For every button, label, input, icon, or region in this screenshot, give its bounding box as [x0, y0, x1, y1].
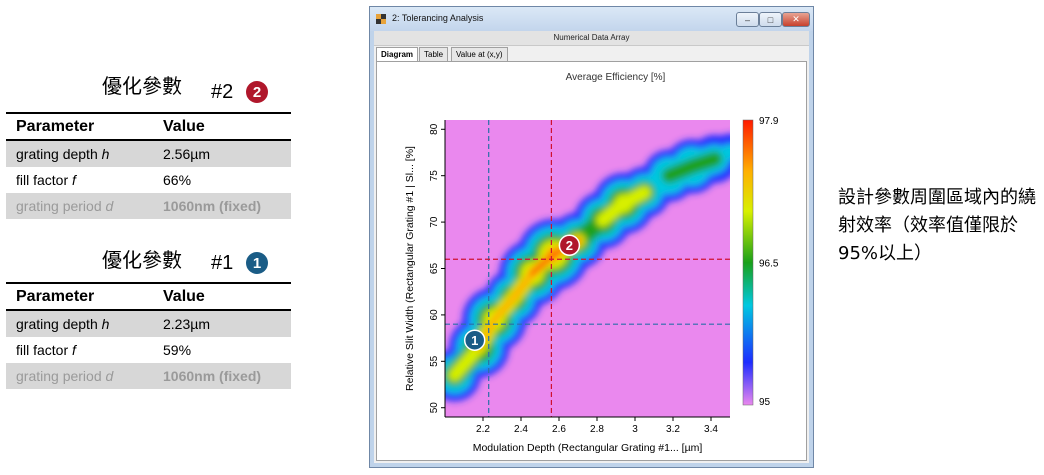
maximize-icon: □: [767, 14, 774, 25]
minimize-icon: –: [744, 14, 750, 25]
x-tick-label: 2.6: [552, 424, 566, 435]
header-parameter: Parameter: [6, 112, 153, 141]
window-client: Numerical Data Array Diagram Table Value…: [374, 31, 809, 463]
colorbar-label: 97.9: [759, 116, 779, 127]
tolerancing-window: 2: Tolerancing Analysis – □ ✕ Numerical …: [369, 6, 814, 468]
table-row: grating period d 1060nm (fixed): [6, 363, 291, 389]
y-tick-label: 65: [429, 263, 440, 275]
marker-label: 2: [566, 238, 573, 253]
table-row: grating period d 1060nm (fixed): [6, 193, 291, 219]
close-icon: ✕: [792, 14, 800, 24]
app-icon: [376, 14, 386, 24]
window-title: 2: Tolerancing Analysis: [392, 13, 484, 23]
param-value: 66%: [163, 172, 192, 188]
marker-label: 1: [471, 333, 478, 348]
table-row: fill factor f 59%: [6, 337, 291, 363]
x-tick-label: 3.2: [666, 424, 680, 435]
param-name: fill factor f: [16, 342, 76, 358]
y-tick-label: 80: [429, 123, 440, 135]
y-axis-label: Relative Slit Width (Rectangular Grating…: [404, 146, 416, 391]
description-note: 設計參數周圍區域內的繞射效率（效率值僅限於95%以上）: [838, 187, 1036, 264]
y-tick-label: 60: [429, 309, 440, 321]
table-row: grating depth h 2.56µm: [6, 140, 291, 167]
x-tick-label: 2.2: [476, 424, 490, 435]
x-tick-label: 2.8: [590, 424, 604, 435]
chart-title: Average Efficiency [%]: [566, 72, 666, 83]
colorbar-label: 96.5: [759, 259, 779, 270]
maximize-button[interactable]: □: [759, 12, 782, 27]
header-parameter: Parameter: [6, 282, 153, 311]
param-value: 2.23µm: [153, 310, 291, 337]
x-tick-label: 3.4: [704, 424, 718, 435]
heatmap-band: [530, 252, 556, 276]
colorbar-label: 95: [759, 397, 771, 408]
param-name: grating depth h: [6, 310, 153, 337]
x-tick-label: 2.4: [514, 424, 528, 435]
minimize-button[interactable]: –: [736, 12, 759, 27]
close-button[interactable]: ✕: [782, 12, 810, 27]
param-name: grating period d: [6, 193, 153, 219]
param-name: fill factor f: [16, 172, 76, 188]
panel-number: #1: [211, 252, 234, 274]
heatmap-peak: [550, 251, 556, 258]
window-titlebar[interactable]: 2: Tolerancing Analysis – □ ✕: [370, 7, 813, 31]
heatmap-band: [490, 294, 518, 324]
y-tick-label: 50: [429, 402, 440, 414]
y-tick-label: 55: [429, 355, 440, 367]
panel-number: #2: [211, 81, 234, 103]
heatmap-peak: [614, 194, 633, 213]
heatmap-layer: [445, 133, 730, 402]
table-row: fill factor f 66%: [6, 167, 291, 193]
param-table-2: Parameter Value grating depth h 2.56µm f…: [6, 112, 291, 219]
x-tick-label: 3: [632, 424, 638, 435]
panel-heading: 優化參數: [102, 248, 182, 272]
header-value: Value: [153, 112, 291, 141]
colorbar: [742, 119, 754, 406]
diagram-view: Average Efficiency [%] 1 2 2.2 2.4 2.6 2.8 3 3.2…: [376, 61, 807, 461]
param-value: 1060nm (fixed): [153, 363, 291, 389]
param-table-1: Parameter Value grating depth h 2.23µm f…: [6, 282, 291, 389]
x-axis-label: Modulation Depth (Rectangular Grating #1…: [473, 442, 703, 454]
panel-heading: 優化參數: [102, 74, 182, 98]
window-subtitle: Numerical Data Array: [374, 31, 809, 46]
tab-table[interactable]: Table: [419, 47, 449, 61]
y-tick-label: 70: [429, 216, 440, 228]
badge-2: 2: [246, 81, 268, 103]
heatmap-band: [684, 151, 723, 175]
header-value: Value: [153, 282, 291, 311]
table-row: grating depth h 2.23µm: [6, 310, 291, 337]
param-name: grating period d: [6, 363, 153, 389]
param-name: grating depth h: [6, 140, 153, 167]
badge-1: 1: [246, 252, 268, 274]
efficiency-chart[interactable]: Average Efficiency [%] 1 2 2.2 2.4 2.6 2.8 3 3.2…: [377, 62, 808, 464]
param-value: 2.56µm: [153, 140, 291, 167]
table-header: Parameter Value: [6, 112, 291, 141]
param-value: 59%: [163, 342, 192, 358]
param-value: 1060nm (fixed): [153, 193, 291, 219]
table-header: Parameter Value: [6, 282, 291, 311]
marker-badge-2: [558, 234, 581, 256]
marker-badge-1: [463, 329, 486, 351]
y-tick-label: 75: [429, 170, 440, 182]
tab-value-at[interactable]: Value at (x,y): [451, 47, 508, 61]
tab-diagram[interactable]: Diagram: [376, 47, 419, 61]
